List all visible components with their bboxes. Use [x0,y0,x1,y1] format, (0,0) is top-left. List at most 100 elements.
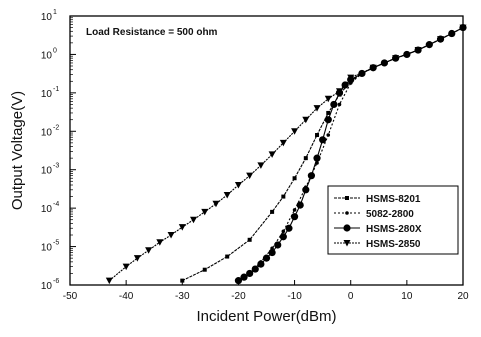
data-point [315,133,320,138]
y-tick-exponent: -1 [53,86,59,93]
data-point [281,194,286,199]
x-tick-label: 10 [401,291,413,302]
data-point [212,200,220,208]
x-tick-label: -20 [231,291,246,302]
data-point [459,24,467,32]
data-point [324,116,332,124]
data-point [319,136,327,144]
data-point [270,209,275,214]
data-point [274,241,282,249]
data-point [337,102,342,107]
data-point [262,254,271,262]
x-tick-label: -50 [63,291,78,302]
data-point [180,278,185,283]
data-point [156,239,164,246]
legend-label: HSMS-2850 [366,239,421,250]
legend-marker [345,196,349,200]
y-tick-label: 10 [41,12,53,23]
y-axis-title: Output Voltage(V) [9,91,26,210]
data-point [369,64,377,72]
data-point [326,110,331,115]
data-point [307,172,316,180]
data-point [279,233,287,241]
data-point [425,41,433,49]
data-point [201,208,209,216]
data-point [246,172,254,180]
legend-label: HSMS-280X [366,224,422,235]
y-tick-label: 10 [41,243,53,254]
series-hsms-2850 [105,24,467,285]
data-point [414,47,422,54]
data-point [296,201,304,209]
data-point [223,191,231,199]
data-point [330,100,338,109]
y-tick-label: 10 [41,89,53,100]
data-point [246,269,254,278]
data-point [202,267,207,272]
series-layer [105,23,467,285]
data-point [303,156,308,161]
plot-frame [69,15,464,286]
data-point [285,224,293,232]
y-tick-exponent: -4 [53,201,59,208]
data-point [292,176,297,181]
data-point [279,139,287,147]
data-point [133,255,141,262]
x-axis-ticks: -50 -40 -30 -20 -10 0 10 20 [63,280,469,302]
data-point [178,224,186,231]
data-point [247,237,252,242]
data-point [292,208,297,212]
data-point [313,105,321,112]
data-point [281,229,286,234]
data-point [403,50,411,59]
data-point [145,247,153,254]
data-point [290,213,299,221]
data-point [437,36,445,43]
x-axis-title: Incident Power(dBm) [196,308,336,325]
legend-marker [343,240,351,247]
data-point [358,69,366,78]
data-point [380,59,388,67]
data-point [302,116,310,124]
data-point [302,186,310,194]
y-tick-exponent: -3 [53,163,59,170]
data-point [234,277,243,285]
data-point [105,277,113,285]
data-point [313,154,321,162]
data-point [190,216,198,224]
data-point [268,248,276,257]
y-tick-exponent: 0 [53,47,57,54]
data-point [335,88,343,95]
legend-label: HSMS-8201 [366,194,421,205]
y-tick-label: 10 [41,204,53,215]
chart-annotation: Load Resistance = 500 ohm [86,27,218,38]
data-point [326,133,331,137]
legend-marker [345,211,349,215]
data-point [234,182,242,189]
x-tick-label: -30 [175,291,190,302]
x-tick-label: -40 [119,291,134,302]
y-tick-exponent: -6 [53,278,59,285]
data-point [347,74,355,82]
legend-marker [343,224,351,232]
x-tick-label: 20 [457,291,469,302]
data-point [257,260,265,268]
y-tick-label: 10 [41,50,53,61]
y-tick-label: 10 [41,166,53,177]
y-tick-exponent: -2 [53,124,59,131]
x-tick-label: -10 [287,291,302,302]
y-tick-exponent: -5 [53,240,59,247]
data-point [251,265,259,273]
data-point [240,273,248,281]
y-tick-exponent: 1 [53,9,57,16]
data-point [268,151,276,158]
legend: HSMS-8201 5082-2800 HSMS-280X HSMS-2850 [327,185,459,255]
data-point [291,128,299,135]
data-point [167,232,175,239]
legend-label: 5082-2800 [366,209,414,220]
data-point [225,254,230,259]
y-tick-label: 10 [41,281,53,292]
y-tick-label: 10 [41,127,53,138]
